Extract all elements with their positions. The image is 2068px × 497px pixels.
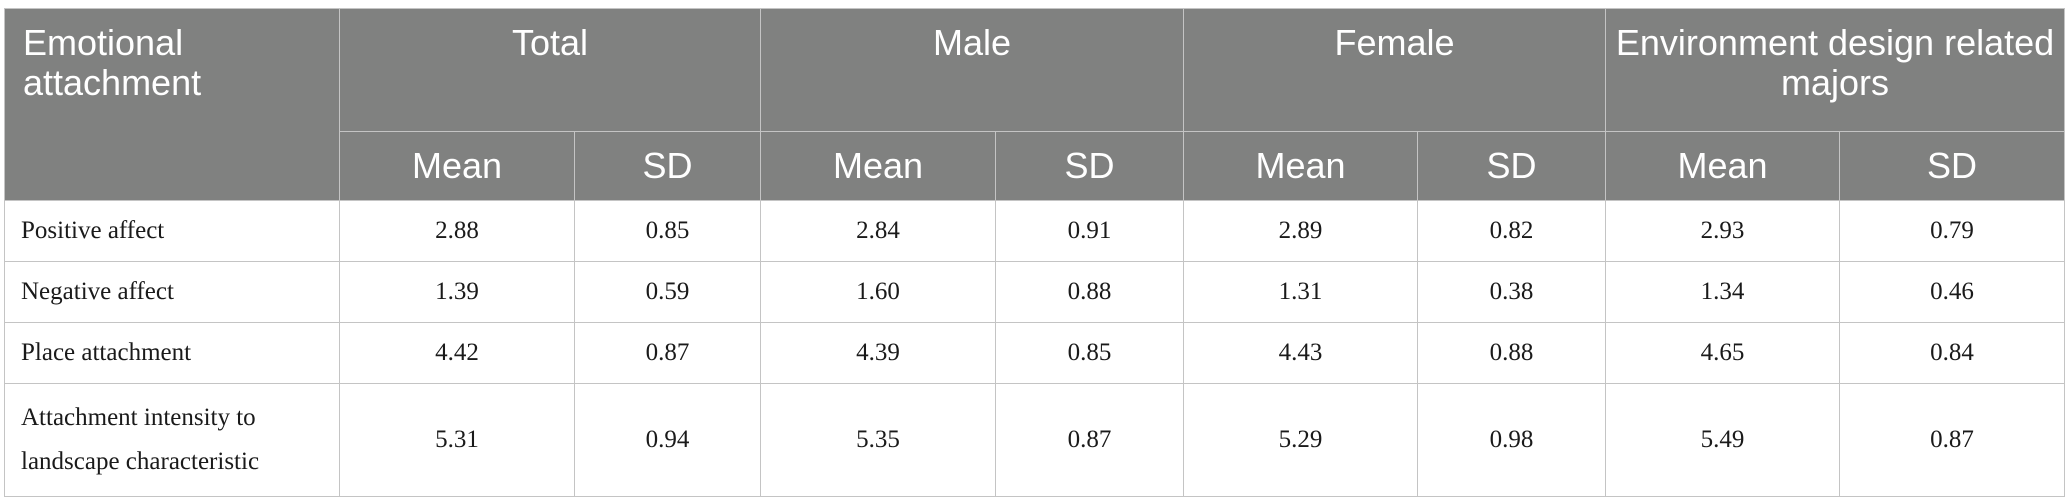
subheader-mean: Mean xyxy=(760,131,997,201)
cell-value: 2.84 xyxy=(760,200,997,262)
subheader-sd: SD xyxy=(1839,131,2066,201)
cell-value: 0.79 xyxy=(1839,200,2066,262)
cell-value: 1.31 xyxy=(1183,261,1419,323)
cell-value: 0.94 xyxy=(573,383,762,497)
header-row-stats: Mean SD Mean SD Mean SD Mean SD xyxy=(5,131,2066,201)
cell-value: 0.87 xyxy=(573,322,762,384)
subheader-mean: Mean xyxy=(1605,131,1841,201)
table-row: Place attachment 4.42 0.87 4.39 0.85 4.4… xyxy=(4,322,2066,384)
row-label: Positive affect xyxy=(4,200,340,262)
cell-value: 0.59 xyxy=(573,261,762,323)
table-row: Positive affect 2.88 0.85 2.84 0.91 2.89… xyxy=(4,200,2066,262)
subheader-sd: SD xyxy=(1417,131,1607,201)
group-header-male: Male xyxy=(760,8,1185,132)
cell-value: 4.43 xyxy=(1183,322,1419,384)
corner-header: Emotional attachment xyxy=(4,8,340,201)
cell-value: 0.91 xyxy=(995,200,1185,262)
cell-value: 2.93 xyxy=(1605,200,1841,262)
subheader-mean: Mean xyxy=(339,131,575,201)
cell-value: 0.88 xyxy=(995,261,1185,323)
cell-value: 0.38 xyxy=(1417,261,1607,323)
emotional-attachment-table: Emotional attachment Total Male Female E… xyxy=(4,8,2066,497)
cell-value: 5.49 xyxy=(1605,383,1841,497)
table-row: Attachment intensity to landscape charac… xyxy=(4,383,2066,497)
cell-value: 4.65 xyxy=(1605,322,1841,384)
cell-value: 0.87 xyxy=(995,383,1185,497)
cell-value: 4.39 xyxy=(760,322,997,384)
header-row-groups: Emotional attachment Total Male Female E… xyxy=(4,8,2066,201)
row-label: Place attachment xyxy=(4,322,340,384)
table-row: Negative affect 1.39 0.59 1.60 0.88 1.31… xyxy=(4,261,2066,323)
group-header-female: Female xyxy=(1183,8,1607,132)
cell-value: 0.85 xyxy=(573,200,762,262)
cell-value: 1.39 xyxy=(339,261,575,323)
cell-value: 0.84 xyxy=(1839,322,2066,384)
cell-value: 0.88 xyxy=(1417,322,1607,384)
cell-value: 0.98 xyxy=(1417,383,1607,497)
cell-value: 0.46 xyxy=(1839,261,2066,323)
cell-value: 0.85 xyxy=(995,322,1185,384)
cell-value: 2.88 xyxy=(339,200,575,262)
subheader-sd: SD xyxy=(995,131,1185,201)
cell-value: 5.35 xyxy=(760,383,997,497)
subheader-mean: Mean xyxy=(1183,131,1419,201)
cell-value: 5.31 xyxy=(339,383,575,497)
cell-value: 0.82 xyxy=(1417,200,1607,262)
cell-value: 1.60 xyxy=(760,261,997,323)
table-body: Positive affect 2.88 0.85 2.84 0.91 2.89… xyxy=(4,200,2066,497)
group-header-total: Total xyxy=(338,8,762,132)
table-header: Emotional attachment Total Male Female E… xyxy=(4,8,2066,201)
cell-value: 0.87 xyxy=(1839,383,2066,497)
cell-value: 4.42 xyxy=(339,322,575,384)
cell-value: 1.34 xyxy=(1605,261,1841,323)
group-header-environment-design: Environment design related majors xyxy=(1605,8,2066,132)
cell-value: 5.29 xyxy=(1183,383,1419,497)
cell-value: 2.89 xyxy=(1183,200,1419,262)
row-label: Negative affect xyxy=(4,261,340,323)
subheader-sd: SD xyxy=(573,131,762,201)
row-label: Attachment intensity to landscape charac… xyxy=(4,383,340,497)
